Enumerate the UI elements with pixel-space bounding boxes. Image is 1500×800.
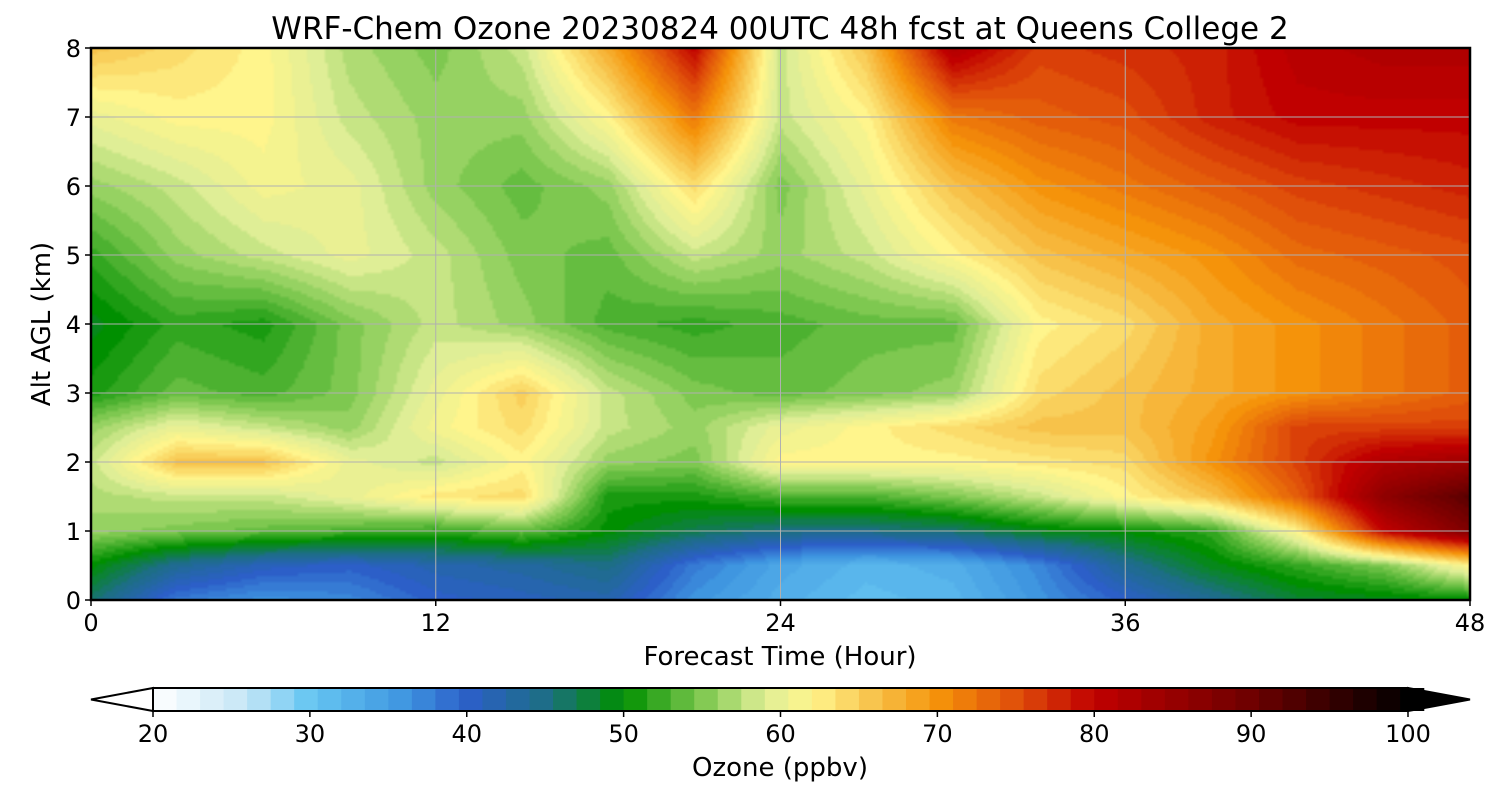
colorbar-min-extend xyxy=(90,686,154,713)
colorbar-cell xyxy=(317,688,342,711)
x-tick-label: 12 xyxy=(420,609,451,637)
colorbar-cell xyxy=(1329,688,1354,711)
colorbar-cell xyxy=(482,688,507,711)
colorbar-cell xyxy=(247,688,272,711)
colorbar-label: Ozone (ppbv) xyxy=(692,753,868,783)
colorbar-max-extend xyxy=(1407,686,1471,713)
colorbar-cell xyxy=(788,688,813,711)
colorbar-cell xyxy=(694,688,719,711)
colorbar-cell xyxy=(388,688,413,711)
x-axis-label: Forecast Time (Hour) xyxy=(643,642,916,672)
y-tick-label: 6 xyxy=(66,173,81,201)
colorbar-tick-label: 40 xyxy=(451,720,482,748)
x-tick-label: 36 xyxy=(1110,609,1141,637)
colorbar-cell xyxy=(364,688,389,711)
colorbar-cell xyxy=(176,688,201,711)
colorbar-cell xyxy=(505,688,531,711)
colorbar-cell xyxy=(906,688,931,711)
colorbar: 20 30 40 50 60 70 80 90 100 xyxy=(90,686,1471,748)
colorbar-tick-label: 80 xyxy=(1079,720,1110,748)
x-axis-ticks: 0 12 24 36 48 xyxy=(83,600,1485,637)
colorbar-cell xyxy=(529,688,554,711)
colorbar-cell xyxy=(435,688,460,711)
colorbar-cell xyxy=(223,688,248,711)
colorbar-cell xyxy=(929,688,954,711)
colorbar-cell xyxy=(1023,688,1048,711)
colorbar-cell xyxy=(741,688,766,711)
x-tick-label: 24 xyxy=(765,609,796,637)
colorbar-cell xyxy=(1282,688,1307,711)
y-tick-label: 4 xyxy=(66,311,81,339)
colorbar-cell xyxy=(1047,688,1072,711)
x-tick-label: 0 xyxy=(83,609,98,637)
colorbar-cell xyxy=(953,688,978,711)
colorbar-cell xyxy=(811,688,837,711)
colorbar-cell xyxy=(270,688,295,711)
y-tick-label: 7 xyxy=(66,104,81,132)
colorbar-cell xyxy=(1188,688,1213,711)
y-tick-label: 0 xyxy=(66,587,81,615)
y-tick-label: 2 xyxy=(66,449,81,477)
colorbar-cell xyxy=(1258,688,1284,711)
chart-title: WRF-Chem Ozone 20230824 00UTC 48h fcst a… xyxy=(271,11,1288,47)
colorbar-cell xyxy=(458,688,484,711)
colorbar-cell xyxy=(670,688,695,711)
y-tick-label: 1 xyxy=(66,518,81,546)
colorbar-cell xyxy=(1094,688,1119,711)
colorbar-cell xyxy=(341,688,366,711)
colorbar-tick-label: 90 xyxy=(1236,720,1267,748)
colorbar-cell xyxy=(153,688,178,711)
colorbar-cell xyxy=(1117,688,1142,711)
colorbar-cell xyxy=(1164,688,1189,711)
colorbar-cell xyxy=(600,688,625,711)
colorbar-tick-label: 100 xyxy=(1385,720,1431,748)
colorbar-cell xyxy=(553,688,578,711)
colorbar-cell xyxy=(200,688,225,711)
colorbar-cell xyxy=(294,688,319,711)
colorbar-cell xyxy=(1235,688,1260,711)
colorbar-cell xyxy=(835,688,860,711)
colorbar-cell xyxy=(576,688,601,711)
colorbar-cell xyxy=(623,688,648,711)
y-tick-label: 8 xyxy=(66,35,81,63)
colorbar-cell xyxy=(1000,688,1025,711)
colorbar-tick-label: 50 xyxy=(608,720,639,748)
y-tick-label: 5 xyxy=(66,242,81,270)
colorbar-cell xyxy=(1141,688,1166,711)
colorbar-cell xyxy=(647,688,672,711)
colorbar-cell xyxy=(1306,688,1331,711)
x-tick-label: 48 xyxy=(1455,609,1486,637)
y-tick-label: 3 xyxy=(66,380,81,408)
colorbar-cell xyxy=(976,688,1001,711)
colorbar-tick-label: 20 xyxy=(138,720,169,748)
colorbar-cell xyxy=(1353,688,1378,711)
colorbar-tick-label: 60 xyxy=(765,720,796,748)
colorbar-cell xyxy=(411,688,436,711)
colorbar-cell xyxy=(1376,688,1401,711)
colorbar-cell xyxy=(717,688,742,711)
colorbar-tick-label: 30 xyxy=(295,720,326,748)
colorbar-cell xyxy=(858,688,884,711)
colorbar-cell xyxy=(1211,688,1237,711)
y-axis-label: Alt AGL (km) xyxy=(27,242,57,406)
grid-lines xyxy=(91,48,1470,600)
colorbar-cell xyxy=(882,688,907,711)
colorbar-cell xyxy=(1070,688,1095,711)
colorbar-tick-label: 70 xyxy=(922,720,953,748)
colorbar-cell xyxy=(764,688,789,711)
y-axis-ticks: 0 1 2 3 4 5 6 7 8 xyxy=(66,35,91,615)
